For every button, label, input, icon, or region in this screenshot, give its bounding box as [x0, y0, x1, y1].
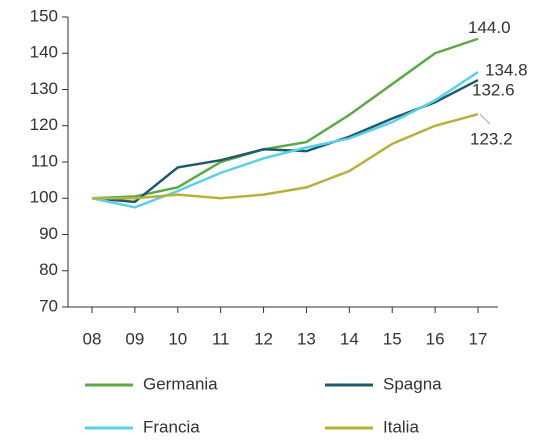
line — [91, 71, 479, 209]
x-tick-label: 14 — [340, 329, 359, 348]
legend-label: Germania — [143, 374, 218, 393]
y-tick-label: 140 — [30, 43, 58, 62]
leader-line — [479, 113, 491, 125]
value-label: 134.8 — [485, 61, 528, 80]
value-label: 144.0 — [468, 18, 511, 37]
x-tick-label: 09 — [125, 329, 144, 348]
legend-label: Francia — [143, 417, 200, 436]
x-tick-label: 11 — [212, 329, 230, 348]
y-tick-label: 150 — [30, 6, 58, 25]
line — [91, 37, 479, 200]
x-tick-label: 12 — [254, 329, 273, 348]
y-tick-label: 120 — [30, 115, 58, 134]
y-tick-label: 110 — [31, 151, 58, 170]
x-tick-label: 16 — [426, 329, 445, 348]
x-tick-label: 15 — [383, 329, 402, 348]
value-label: 132.6 — [472, 81, 515, 100]
y-tick-label: 80 — [39, 260, 58, 279]
x-tick-label: 13 — [297, 329, 316, 348]
x-tick-label: 10 — [168, 329, 187, 348]
legend-label: Spagna — [383, 374, 442, 393]
line — [91, 78, 479, 204]
y-tick-label: 130 — [30, 79, 58, 98]
y-tick-label: 90 — [39, 224, 58, 243]
legend-label: Italia — [383, 417, 419, 436]
line — [92, 112, 479, 200]
value-label: 123.2 — [470, 130, 513, 149]
y-tick-label: 70 — [39, 296, 58, 315]
x-tick-label: 17 — [469, 329, 488, 348]
x-tick-label: 08 — [83, 329, 102, 348]
y-tick-label: 100 — [30, 188, 58, 207]
